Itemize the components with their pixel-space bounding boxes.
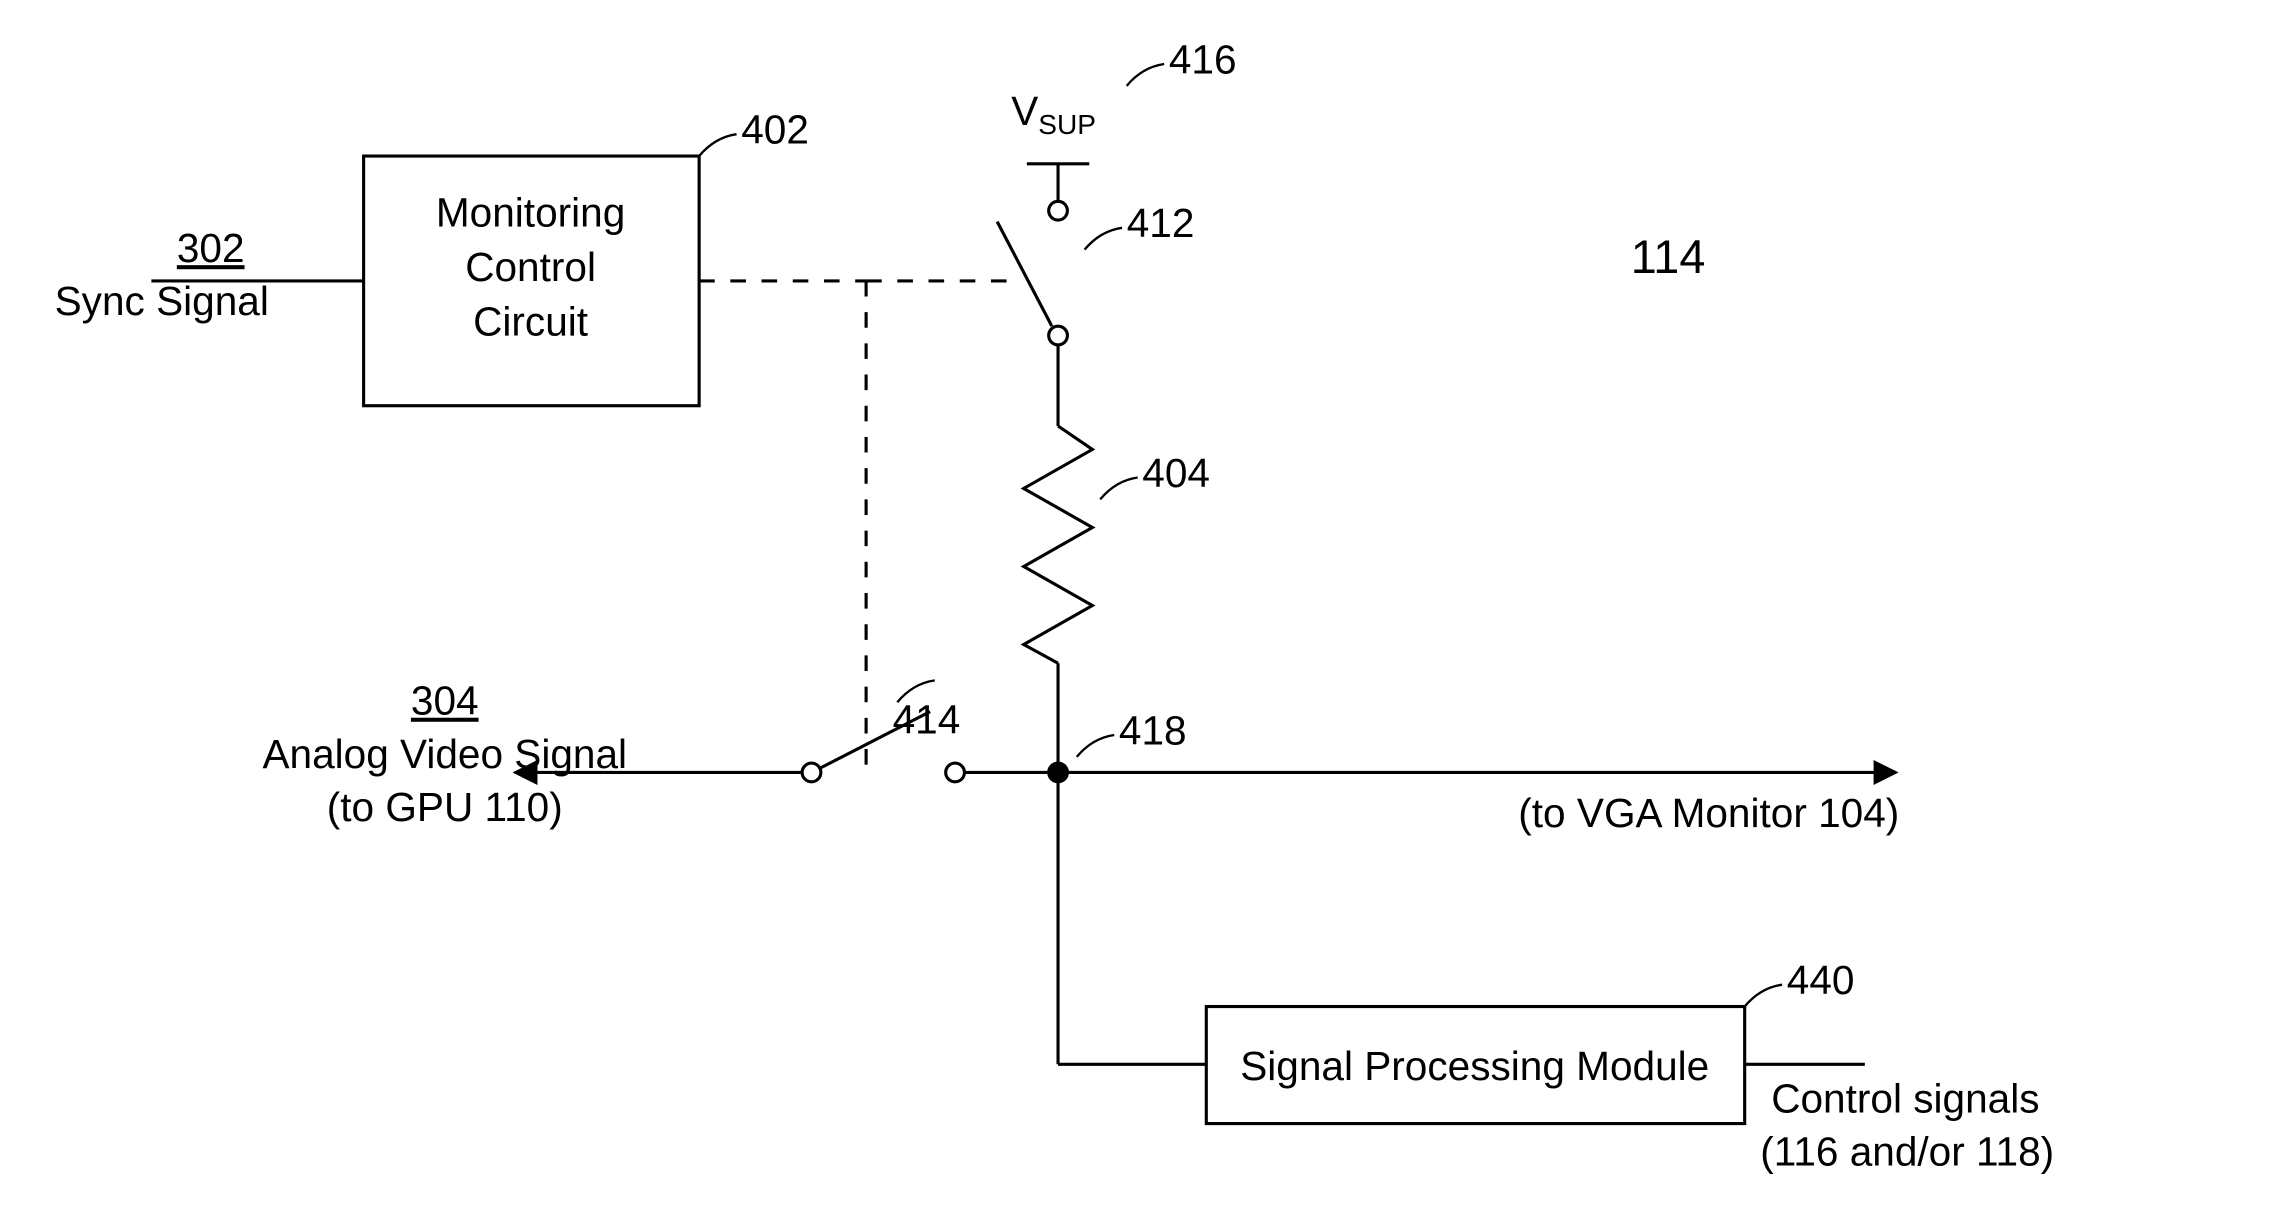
resistor-ref-leader (1100, 478, 1137, 500)
analog-video-dest: (to GPU 110) (327, 784, 563, 830)
switch-left-left-terminal (802, 763, 821, 782)
monitoring-control-label-2: Control (465, 244, 596, 290)
switch-top-lower-terminal (1049, 326, 1068, 345)
circuit-diagram: 114 302 Sync Signal Monitoring Control C… (0, 0, 2294, 1209)
mcc-ref-leader (699, 134, 736, 156)
spm-ref-leader (1745, 985, 1782, 1007)
node-ref-leader (1077, 735, 1114, 757)
control-signals-label-2: (116 and/or 118) (1760, 1129, 2054, 1175)
vsup-label: VSUP (1011, 88, 1096, 140)
sync-signal-label: Sync Signal (55, 278, 269, 324)
analog-video-ref: 304 (411, 678, 479, 724)
switch-left-right-terminal (946, 763, 965, 782)
node-ref: 418 (1119, 707, 1187, 753)
resistor-ref: 404 (1142, 450, 1210, 496)
switch-top-ref: 412 (1127, 200, 1195, 246)
sync-signal-ref: 302 (177, 225, 245, 271)
monitoring-control-label-1: Monitoring (436, 189, 625, 235)
switch-top-upper-terminal (1049, 201, 1068, 220)
vsup-ref-leader (1127, 64, 1164, 86)
monitoring-control-label-3: Circuit (473, 299, 588, 345)
vsup-ref: 416 (1169, 36, 1237, 82)
figure-ref-label: 114 (1631, 231, 1706, 283)
vga-dest-label: (to VGA Monitor 104) (1518, 790, 1899, 836)
resistor-zigzag (1024, 426, 1093, 663)
signal-processing-label: Signal Processing Module (1240, 1043, 1709, 1089)
control-signals-label-1: Control signals (1771, 1076, 2039, 1122)
switch-left-ref: 414 (893, 696, 961, 742)
switch-top-arm (997, 222, 1052, 327)
mcc-ref: 402 (741, 107, 809, 153)
switch-top-ref-leader (1085, 228, 1122, 250)
spm-ref: 440 (1787, 957, 1855, 1003)
analog-video-label: Analog Video Signal (262, 731, 627, 777)
